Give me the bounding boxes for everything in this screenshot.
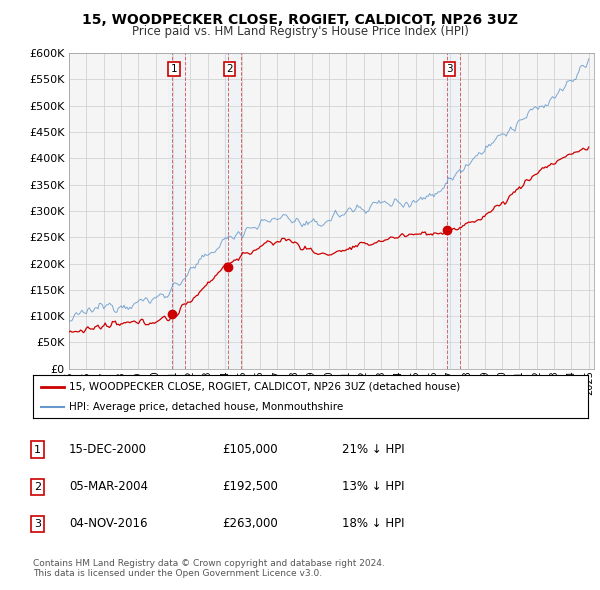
Text: 2: 2 [226,64,233,74]
Text: 21% ↓ HPI: 21% ↓ HPI [342,443,404,456]
Text: 1: 1 [34,445,41,454]
Text: Contains HM Land Registry data © Crown copyright and database right 2024.
This d: Contains HM Land Registry data © Crown c… [33,559,385,578]
Text: HPI: Average price, detached house, Monmouthshire: HPI: Average price, detached house, Monm… [69,402,343,412]
Text: 18% ↓ HPI: 18% ↓ HPI [342,517,404,530]
Text: £263,000: £263,000 [222,517,278,530]
Text: 15-DEC-2000: 15-DEC-2000 [69,443,147,456]
Text: 1: 1 [170,64,177,74]
Text: 3: 3 [446,64,452,74]
Text: 04-NOV-2016: 04-NOV-2016 [69,517,148,530]
Text: £105,000: £105,000 [222,443,278,456]
Bar [168,53,185,369]
Bar [224,53,241,369]
Text: 05-MAR-2004: 05-MAR-2004 [69,480,148,493]
Text: 15, WOODPECKER CLOSE, ROGIET, CALDICOT, NP26 3UZ: 15, WOODPECKER CLOSE, ROGIET, CALDICOT, … [82,13,518,27]
Bar [443,53,460,369]
Text: 3: 3 [34,519,41,529]
Text: 15, WOODPECKER CLOSE, ROGIET, CALDICOT, NP26 3UZ (detached house): 15, WOODPECKER CLOSE, ROGIET, CALDICOT, … [69,382,460,392]
Text: 13% ↓ HPI: 13% ↓ HPI [342,480,404,493]
Text: £192,500: £192,500 [222,480,278,493]
Text: Price paid vs. HM Land Registry's House Price Index (HPI): Price paid vs. HM Land Registry's House … [131,25,469,38]
Text: 2: 2 [34,482,41,491]
